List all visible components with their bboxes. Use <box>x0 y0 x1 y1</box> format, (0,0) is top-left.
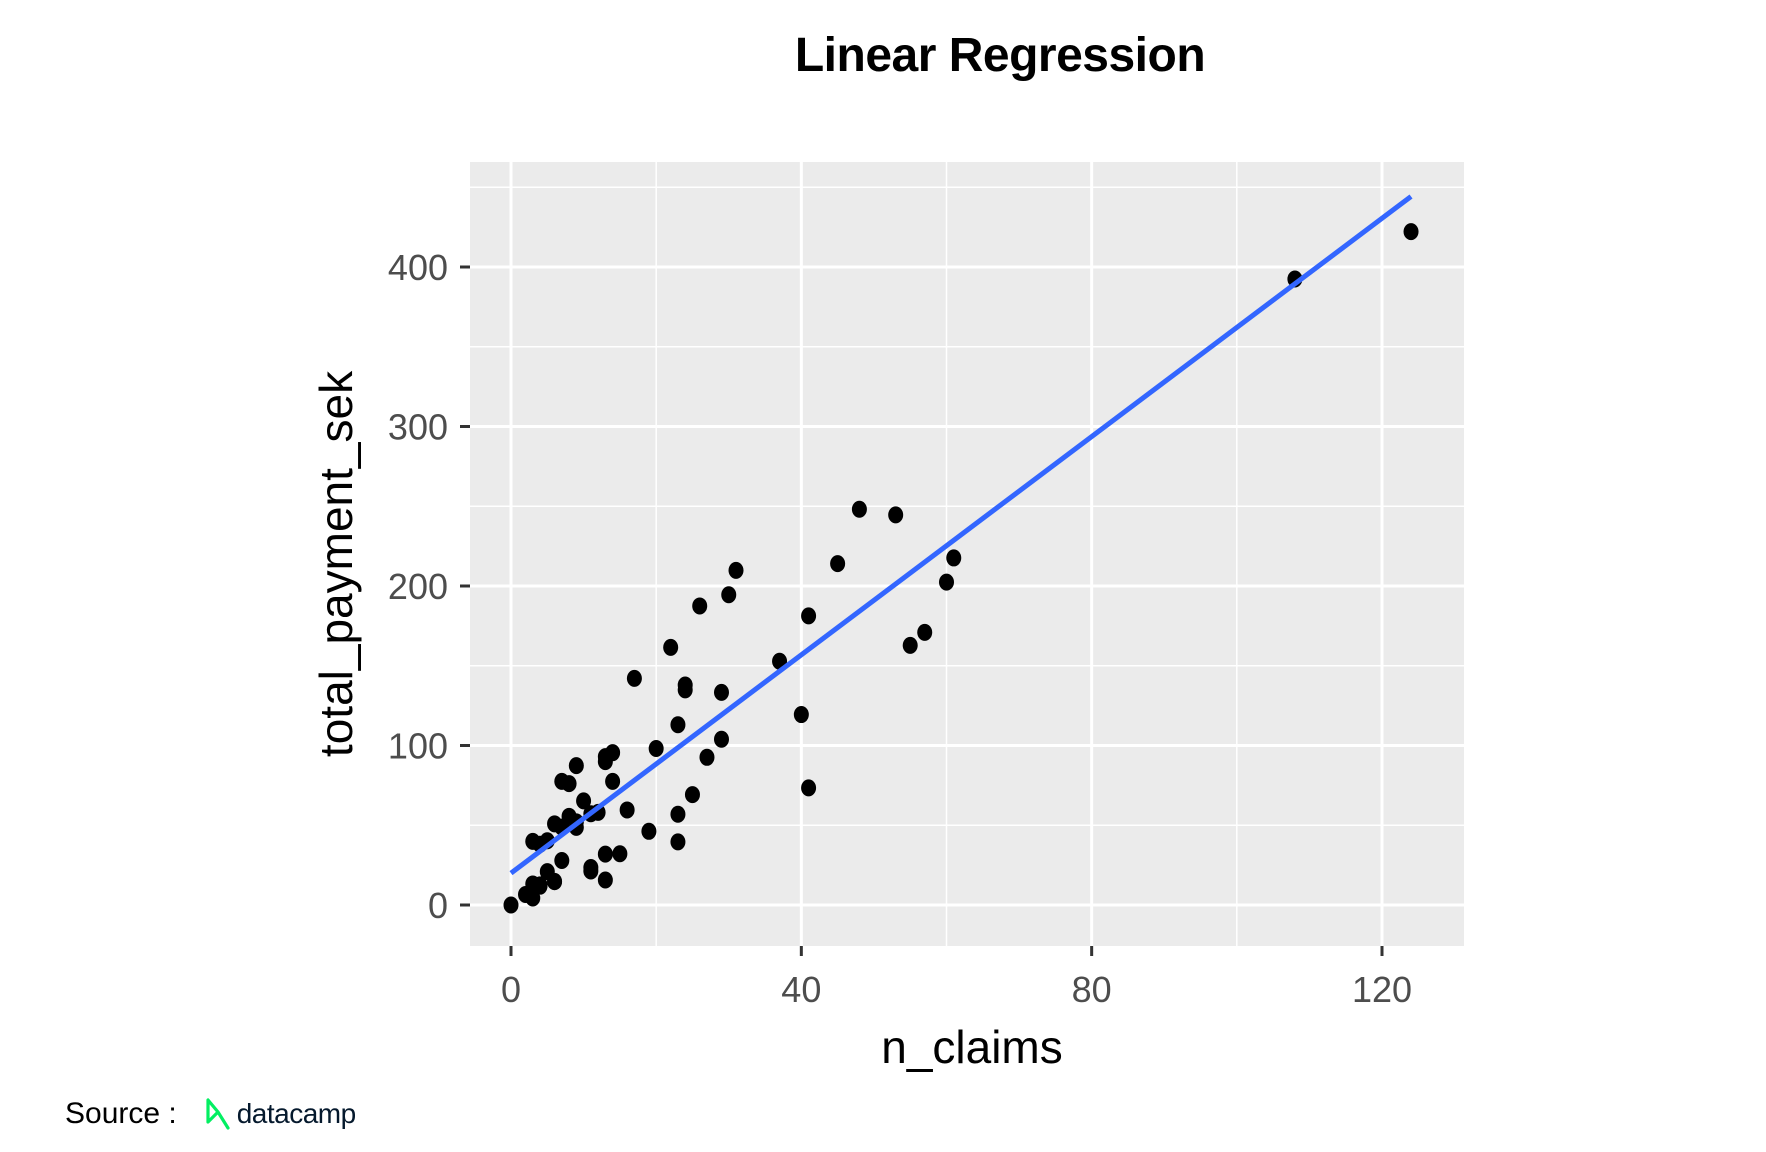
data-point <box>648 740 664 758</box>
x-tick-label: 120 <box>1352 969 1412 1010</box>
brand-name: datacamp <box>236 1098 356 1129</box>
y-axis-title: total_payment_sek <box>310 370 362 757</box>
datacamp-logo: datacamp <box>205 1098 356 1130</box>
data-point <box>626 669 642 687</box>
data-point <box>525 889 541 907</box>
data-point <box>670 716 686 734</box>
data-point <box>793 706 809 724</box>
data-point <box>583 862 599 880</box>
data-point <box>554 851 570 869</box>
y-tick-label: 0 <box>428 885 448 926</box>
data-point <box>597 845 613 863</box>
plot-panel <box>470 162 1464 946</box>
grid-minor <box>470 162 1464 946</box>
chart-title: Linear Regression <box>794 29 1206 82</box>
data-point <box>670 805 686 823</box>
data-point <box>670 833 686 851</box>
data-point <box>561 807 577 825</box>
data-point <box>532 876 548 894</box>
y-tick-label: 300 <box>388 407 448 448</box>
source-label: Source : <box>65 1097 177 1130</box>
data-point <box>525 832 541 850</box>
data-point <box>801 607 817 625</box>
data-point <box>1403 223 1419 241</box>
data-point <box>568 757 584 775</box>
data-point <box>677 676 693 694</box>
x-tick-label: 40 <box>781 969 821 1010</box>
data-point <box>503 896 519 914</box>
data-point <box>801 779 817 797</box>
data-point <box>699 748 715 766</box>
data-point <box>605 744 621 762</box>
data-point <box>888 506 904 524</box>
data-point <box>692 597 708 615</box>
data-point <box>641 822 657 840</box>
data-point <box>612 845 628 863</box>
data-point <box>917 623 933 641</box>
y-tick-label: 400 <box>388 247 448 288</box>
data-point <box>728 561 744 579</box>
data-point <box>605 772 621 790</box>
data-point <box>561 775 577 793</box>
y-tick-label: 100 <box>388 726 448 767</box>
data-point <box>663 638 679 656</box>
data-point <box>721 586 737 604</box>
x-tick-label: 80 <box>1072 969 1112 1010</box>
grid-major <box>470 162 1464 946</box>
data-point <box>576 792 592 810</box>
x-axis-title: n_claims <box>881 1021 1063 1073</box>
data-point <box>547 873 563 891</box>
datacamp-logo-icon <box>206 1098 230 1130</box>
data-point <box>830 555 846 573</box>
data-point <box>619 801 635 819</box>
data-point <box>902 636 918 654</box>
y-tick-label: 200 <box>388 566 448 607</box>
regression-line <box>509 194 1413 876</box>
data-point <box>713 730 729 748</box>
source-attribution: Source : datacamp <box>65 1097 356 1131</box>
data-point <box>939 573 954 591</box>
data-point <box>597 871 613 889</box>
data-point <box>713 683 729 701</box>
data-point <box>547 815 563 833</box>
data-point <box>684 786 700 804</box>
axis-ticks: 0 40 80 120 0 100 200 300 400 <box>388 247 1412 1010</box>
data-point <box>851 500 867 518</box>
x-tick-label: 0 <box>501 969 521 1010</box>
data-point <box>946 549 962 567</box>
